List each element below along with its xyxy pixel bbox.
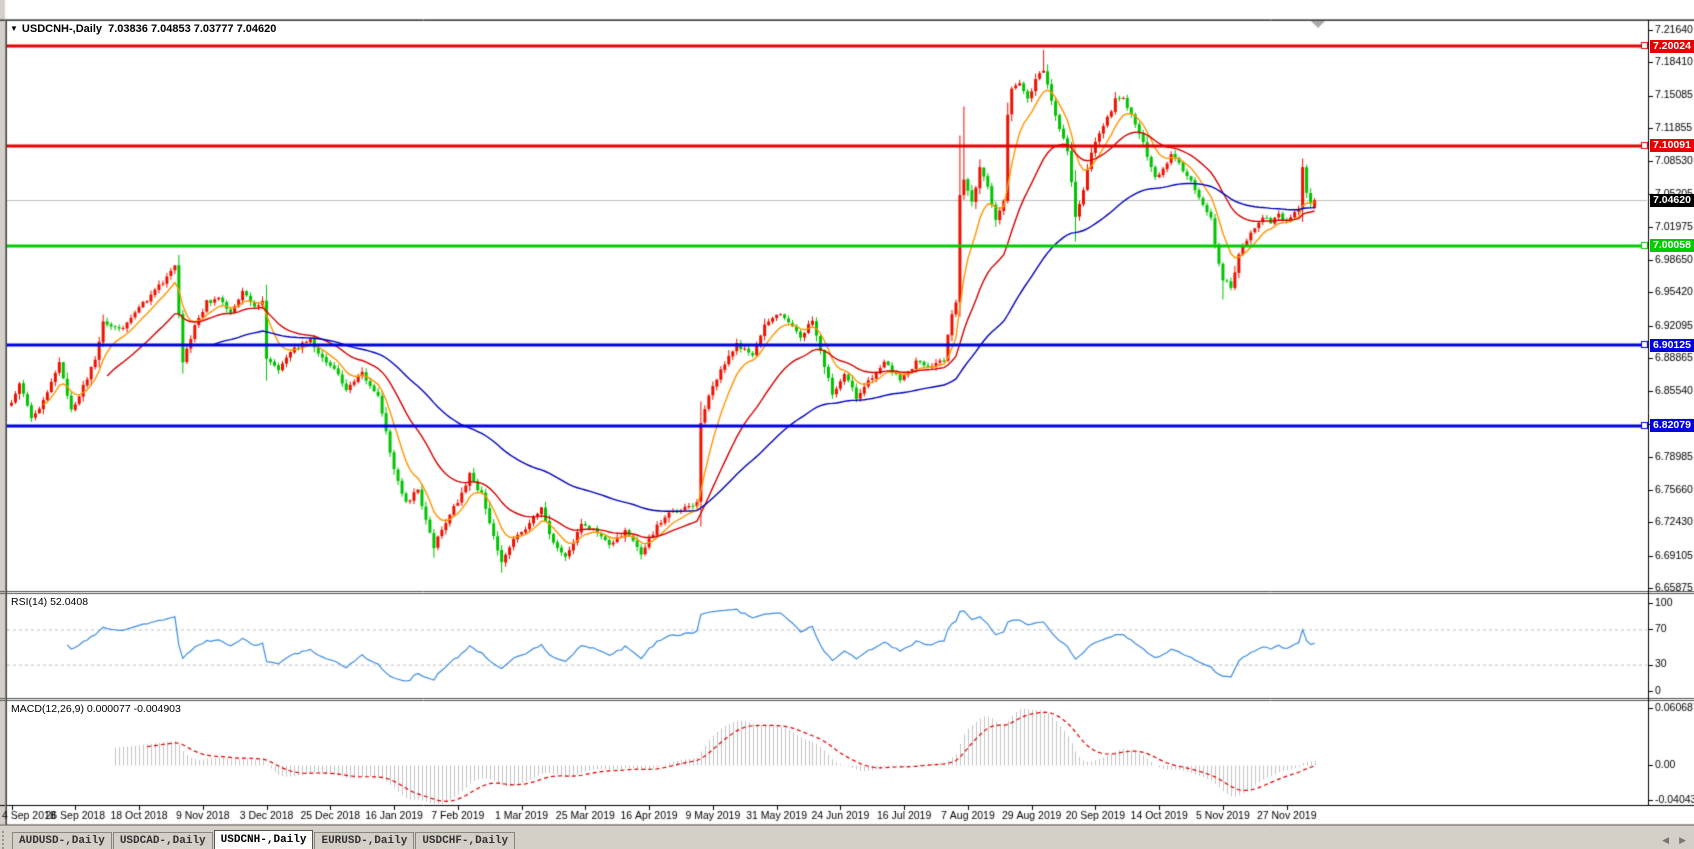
price-tag-support[interactable]: 6.82079 — [1650, 419, 1694, 433]
tabbar-grip[interactable] — [2, 831, 10, 849]
price-tag-current-price: 7.04620 — [1650, 193, 1694, 207]
symbol-title: USDCNH-,Daily — [21, 23, 102, 35]
tab-eurusd[interactable]: EURUSD-,Daily — [314, 832, 415, 849]
symbol-info-line: ▼ USDCNH-,Daily 7.03836 7.04853 7.03777 7… — [10, 23, 276, 35]
tab-usdchf[interactable]: USDCHF-,Daily — [415, 832, 516, 849]
price-tag-resistance[interactable]: 7.20024 — [1650, 39, 1694, 53]
tab-scroll-right-icon[interactable]: ▶ — [1679, 835, 1686, 845]
chevron-down-icon: ▼ — [10, 24, 18, 33]
tab-usdcnh[interactable]: USDCNH-,Daily — [213, 830, 314, 849]
chart-tab-bar: AUDUSD-,Daily USDCAD-,Daily USDCNH-,Dail… — [0, 825, 1694, 849]
price-tag-support[interactable]: 6.90125 — [1650, 338, 1694, 352]
price-tag-resistance[interactable]: 7.10091 — [1650, 139, 1694, 153]
tab-scroll-left-icon[interactable]: ◀ — [1662, 835, 1670, 845]
price-tag-support[interactable]: 7.00058 — [1650, 239, 1694, 253]
ohlc-values: 7.03836 7.04853 7.03777 7.04620 — [108, 23, 277, 35]
tab-audusd[interactable]: AUDUSD-,Daily — [12, 832, 112, 849]
rsi-indicator-label: RSI(14) 52.0408 — [11, 596, 89, 608]
macd-indicator-label: MACD(12,26,9) 0.000077 -0.004903 — [11, 703, 181, 715]
tab-usdcad[interactable]: USDCAD-,Daily — [112, 832, 213, 849]
